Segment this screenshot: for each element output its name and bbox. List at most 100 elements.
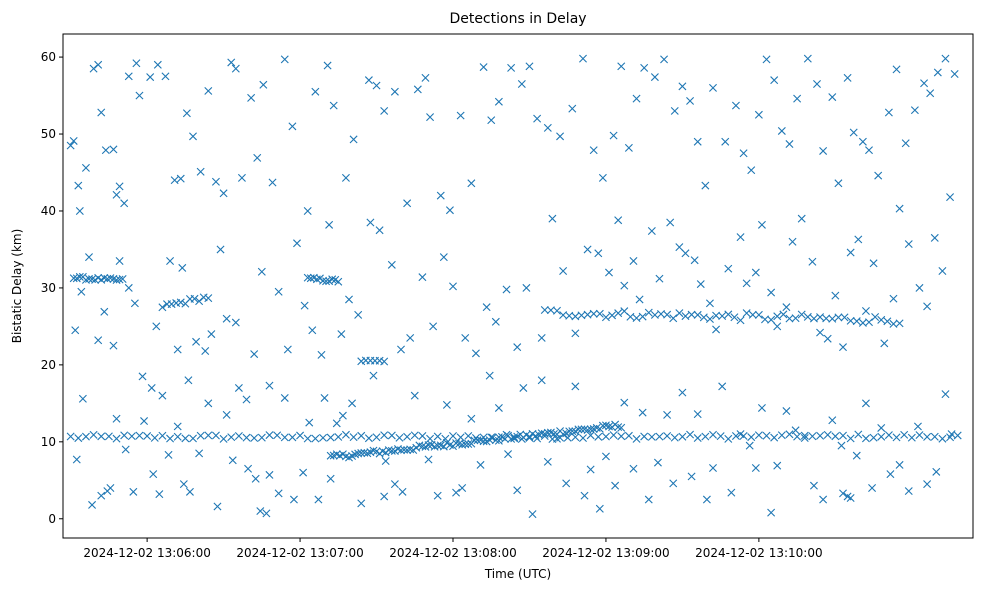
data-point — [179, 480, 188, 489]
data-point — [533, 114, 542, 123]
data-point — [320, 393, 329, 402]
data-point — [754, 310, 763, 319]
data-point — [666, 218, 675, 227]
data-point — [724, 310, 733, 319]
data-point — [745, 441, 754, 450]
data-point — [253, 153, 262, 162]
data-point — [686, 430, 695, 439]
data-point — [129, 487, 138, 496]
data-point — [930, 432, 939, 441]
data-point — [293, 239, 301, 248]
data-point — [920, 79, 929, 88]
data-point — [819, 495, 828, 504]
data-point — [592, 423, 601, 432]
data-point — [932, 467, 941, 476]
data-point — [785, 430, 794, 439]
data-point — [326, 451, 335, 460]
data-point — [748, 310, 757, 319]
data-point — [782, 303, 791, 312]
data-point — [655, 274, 664, 283]
data-point — [670, 106, 679, 115]
data-point — [219, 189, 228, 198]
data-point — [147, 383, 156, 392]
data-point — [471, 349, 480, 358]
data-point — [204, 399, 213, 408]
data-point — [456, 111, 465, 120]
data-point — [158, 391, 167, 400]
data-point — [494, 97, 503, 106]
data-point — [840, 313, 849, 322]
data-point — [112, 190, 121, 199]
data-point — [262, 509, 271, 518]
data-point — [380, 357, 389, 366]
data-point — [522, 283, 531, 292]
data-point — [149, 470, 158, 479]
data-point — [418, 273, 427, 282]
data-point — [773, 461, 782, 470]
data-point — [712, 311, 721, 320]
data-point — [854, 235, 863, 244]
data-point — [464, 440, 473, 448]
data-point — [433, 432, 442, 441]
data-point — [449, 282, 457, 291]
data-point — [341, 173, 350, 182]
x-tick-label: 2024-12-02 13:06:00 — [83, 546, 210, 560]
data-point — [357, 499, 366, 508]
data-point — [632, 94, 641, 103]
data-point — [609, 131, 618, 140]
data-point — [467, 179, 476, 188]
data-point — [299, 468, 308, 477]
data-point — [415, 441, 424, 450]
data-point — [861, 434, 870, 443]
data-point — [559, 267, 568, 275]
data-point — [709, 83, 717, 92]
data-point — [779, 310, 788, 319]
x-tick-label: 2024-12-02 13:08:00 — [389, 546, 516, 560]
data-point — [103, 274, 112, 283]
data-point — [701, 181, 710, 190]
data-point — [97, 108, 106, 117]
data-point — [693, 137, 702, 146]
data-point — [228, 456, 237, 465]
data-point — [712, 325, 721, 334]
data-point — [742, 279, 751, 288]
data-point — [926, 89, 935, 98]
data-point — [323, 61, 332, 70]
data-point — [701, 432, 710, 441]
y-tick-label: 60 — [41, 50, 56, 64]
data-point — [770, 433, 779, 442]
data-point — [288, 122, 297, 131]
data-point — [305, 418, 314, 427]
data-point — [739, 431, 748, 440]
data-point — [693, 434, 702, 443]
data-point — [127, 432, 136, 441]
data-point — [120, 199, 129, 208]
data-point — [268, 178, 277, 187]
data-point — [94, 60, 103, 69]
data-point — [366, 218, 375, 227]
data-point — [946, 193, 955, 202]
data-point — [164, 450, 173, 459]
data-point — [265, 381, 274, 390]
data-point — [213, 502, 222, 511]
data-point — [601, 313, 610, 322]
data-point — [410, 391, 419, 400]
data-point — [216, 245, 225, 254]
data-point — [250, 434, 259, 443]
data-point — [403, 432, 412, 441]
data-point — [161, 72, 170, 81]
data-point — [540, 306, 549, 314]
data-point — [785, 314, 794, 323]
data-point — [915, 431, 924, 440]
data-point — [594, 249, 603, 258]
data-point — [429, 322, 438, 331]
data-point — [834, 313, 843, 322]
data-point — [777, 431, 786, 440]
data-point — [617, 423, 626, 432]
data-point — [166, 257, 175, 265]
data-point — [88, 500, 97, 509]
data-point — [797, 214, 806, 223]
data-point — [479, 63, 488, 72]
data-point — [66, 141, 75, 150]
